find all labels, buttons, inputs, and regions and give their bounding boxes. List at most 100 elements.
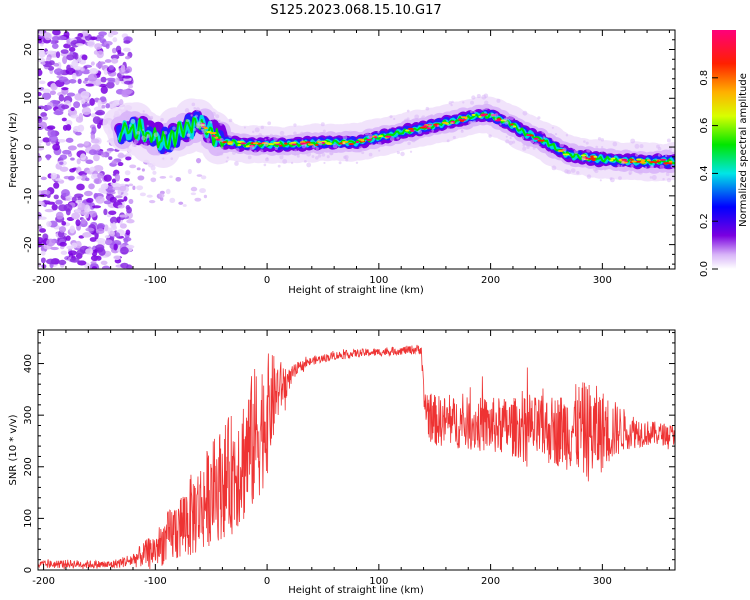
spectral-noise-blob [182,204,187,207]
spectral-halo-dot [610,177,615,183]
spectral-noise-blob [115,232,121,238]
spectral-halo-dot [146,134,151,138]
spectral-noise-blob [90,113,97,118]
x-tick-label: -100 [144,576,167,587]
spectral-halo-dot [451,121,454,124]
spectral-peak [663,162,671,165]
spectral-noise-blob [74,193,84,199]
spectral-halo-dot [581,156,586,161]
colorbar-strip [712,30,736,269]
spectrogram-y-ticks: -20 -10 0 10 20 [23,29,675,265]
spectral-peak [656,160,660,163]
spectral-noise-blob [109,196,117,203]
spectral-peak [237,140,241,143]
snr-y-axis-label: SNR (10 * v/v) [8,414,19,485]
spectral-halo-dot [269,133,273,137]
spectral-noise-blob [77,202,86,211]
spectral-halo-dot [452,135,456,140]
spectral-noise-blob [100,260,108,265]
spectral-peak [649,160,656,163]
spectral-halo-dot [321,153,326,157]
spectral-peak [562,153,570,156]
spectral-halo-dot [628,170,633,175]
spectral-noise-blob [39,228,47,233]
spectral-halo-dot [260,125,264,130]
spectral-noise-blob [38,80,46,85]
spectral-halo-dot [389,136,395,142]
spectral-halo-dot [599,179,602,182]
spectral-noise-blob [46,238,56,247]
spectral-halo-dot [393,117,396,121]
spectral-noise-blob [116,216,121,224]
spectral-noise-blob [117,199,125,203]
spectral-noise-blob [196,174,203,177]
spectral-noise-blob [38,200,45,207]
spectral-noise-blob [90,36,98,41]
spectral-noise-blob [61,104,70,110]
y-tick-label: 300 [23,406,34,425]
spectral-noise-blob [59,161,64,165]
spectral-halo-dot [163,131,168,135]
spectral-peak [621,158,628,161]
figure-title: S125.2023.068.15.10.G17 [270,3,441,18]
spectral-halo-dot [300,133,304,137]
spectral-halo-dot [182,113,185,116]
spectral-noise-blob [141,168,145,172]
spectral-noise-blob [38,225,43,229]
spectral-noise-blob [40,257,46,264]
spectral-peak [668,160,673,163]
spectral-noise-blob [50,39,56,45]
spectral-noise-blob [126,219,135,224]
spectral-noise-blob [38,147,45,151]
spectral-halo-dot [304,159,307,163]
spectral-peak [593,155,598,158]
spectral-noise-blob [113,243,118,251]
spectral-noise-blob [119,214,128,218]
spectral-noise-blob [90,255,99,262]
spectral-noise-blob [94,43,103,50]
spectral-halo-dot [585,154,588,157]
spectral-halo-dot [421,115,426,120]
spectral-halo-dot [644,166,648,169]
spectral-noise-blob [40,189,51,196]
spectral-noise-blob [60,250,68,255]
spectral-noise-blob [63,43,71,49]
spectral-halo-dot [622,167,627,173]
spectral-noise-blob [38,142,42,147]
spectral-noise-blob [60,49,69,54]
spectral-halo-dot [225,160,228,163]
spectral-halo-dot [290,161,294,165]
spectral-halo-dot [200,123,206,129]
snr-x-ticks: -200 -100 0 100 200 300 [32,330,670,587]
spectral-noise-blob [117,162,124,167]
spectral-noise-blob [52,36,60,42]
spectral-halo-dot [318,141,323,146]
spectral-noise-blob [122,47,131,52]
spectral-peak [227,141,234,144]
spectral-halo-dot [141,128,145,131]
spectral-halo-dot [562,147,567,152]
spectral-noise-blob [119,223,127,229]
snr-y-ticks: 0 100 200 300 400 [23,332,675,573]
spectral-noise-blob [200,175,207,180]
spectral-noise-blob [73,101,81,109]
spectral-noise-blob [38,50,46,58]
spectral-halo-dot [315,146,320,151]
spectral-halo-dot [170,157,174,160]
spectral-halo-dot [618,176,622,181]
x-tick-label: -200 [32,576,55,587]
spectral-noise-blob [75,219,81,227]
spectral-noise-blob [58,259,67,266]
spectral-noise-blob [66,54,75,61]
spectral-halo-dot [140,135,146,141]
spectral-halo-dot [522,110,528,116]
spectral-halo-dot [537,145,542,150]
spectral-peak [407,127,415,130]
spectral-halo-dot [184,108,190,113]
spectral-peak [659,158,667,161]
spectral-noise-blob [58,226,67,233]
spectral-halo-dot [195,114,198,118]
spectral-halo-dot [450,103,453,107]
spectral-noise-blob [89,166,96,172]
y-tick-label: 10 [23,92,34,105]
